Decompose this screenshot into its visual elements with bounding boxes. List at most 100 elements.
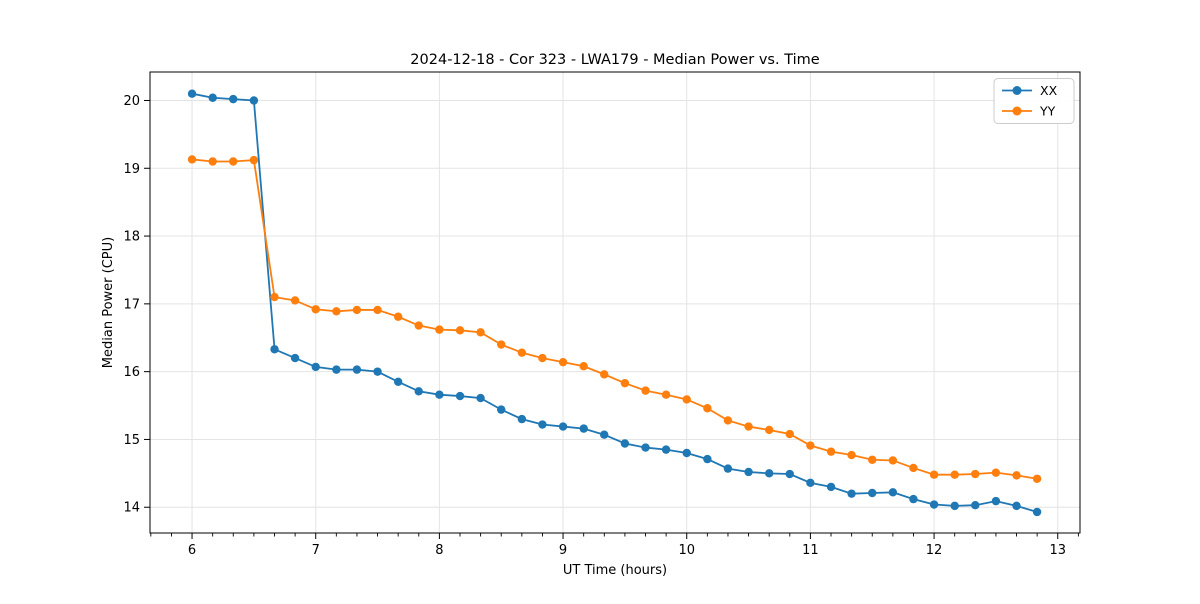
data-point-yy bbox=[332, 307, 341, 316]
data-point-yy bbox=[476, 328, 485, 337]
data-point-xx bbox=[765, 469, 774, 478]
data-point-yy bbox=[538, 353, 547, 363]
data-point-yy bbox=[414, 321, 423, 330]
data-point-xx bbox=[826, 482, 836, 492]
data-point-yy bbox=[558, 357, 568, 367]
data-point-yy bbox=[826, 447, 836, 456]
x-tick-label: 6 bbox=[188, 543, 196, 558]
data-point-yy bbox=[311, 305, 320, 314]
data-point-xx bbox=[991, 496, 1001, 506]
x-axis-label: UT Time (hours) bbox=[563, 563, 667, 578]
data-point-xx bbox=[229, 94, 238, 104]
data-point-yy bbox=[723, 416, 733, 425]
data-point-yy bbox=[744, 422, 753, 431]
data-point-yy bbox=[229, 157, 238, 166]
data-point-xx bbox=[579, 424, 588, 433]
data-point-yy bbox=[1012, 471, 1021, 480]
data-point-xx bbox=[620, 439, 630, 448]
plot-frame bbox=[149, 71, 1081, 534]
data-point-yy bbox=[1032, 474, 1042, 483]
data-point-xx bbox=[1012, 501, 1021, 511]
data-point-xx bbox=[435, 390, 444, 399]
data-point-yy bbox=[950, 470, 959, 479]
data-point-xx bbox=[394, 377, 403, 387]
data-point-yy bbox=[373, 305, 382, 315]
data-point-yy bbox=[435, 325, 444, 334]
y-tick-label: 14 bbox=[123, 501, 140, 516]
y-tick-label: 20 bbox=[123, 94, 140, 109]
data-point-xx bbox=[187, 89, 197, 98]
data-point-xx bbox=[641, 443, 650, 452]
data-point-xx bbox=[661, 445, 671, 454]
data-point-xx bbox=[538, 420, 547, 429]
data-point-xx bbox=[352, 365, 362, 374]
data-point-yy bbox=[785, 429, 794, 439]
data-point-xx bbox=[806, 478, 815, 488]
data-point-xx bbox=[558, 422, 568, 431]
y-axis-label: Median Power (CPU) bbox=[101, 237, 116, 368]
data-point-xx bbox=[888, 488, 898, 497]
data-point-yy bbox=[517, 348, 527, 357]
data-point-yy bbox=[682, 395, 691, 404]
data-point-yy bbox=[620, 378, 630, 388]
data-point-xx bbox=[249, 96, 259, 105]
data-point-yy bbox=[249, 155, 259, 165]
y-tick-label: 15 bbox=[123, 433, 140, 448]
data-point-xx bbox=[785, 469, 794, 479]
data-point-yy bbox=[600, 370, 609, 379]
data-point-xx bbox=[414, 387, 423, 396]
data-point-yy bbox=[909, 463, 918, 473]
data-point-yy bbox=[187, 155, 197, 164]
data-point-yy bbox=[455, 326, 465, 335]
x-tick-label: 12 bbox=[926, 543, 943, 558]
data-point-yy bbox=[703, 404, 712, 413]
data-point-yy bbox=[888, 456, 898, 465]
data-point-yy bbox=[270, 292, 279, 302]
data-point-xx bbox=[929, 500, 939, 509]
data-point-yy bbox=[971, 469, 980, 479]
legend-marker-yy bbox=[1012, 106, 1022, 116]
data-point-xx bbox=[868, 488, 877, 498]
data-point-xx bbox=[270, 345, 279, 354]
data-point-xx bbox=[332, 365, 341, 374]
data-point-yy bbox=[806, 441, 815, 450]
data-point-xx bbox=[744, 467, 753, 477]
data-point-yy bbox=[868, 455, 877, 464]
y-tick-label: 17 bbox=[123, 297, 140, 312]
legend-frame bbox=[993, 78, 1075, 124]
data-point-xx bbox=[311, 362, 320, 372]
data-point-xx bbox=[208, 93, 217, 102]
x-tick-label: 13 bbox=[1049, 543, 1066, 558]
x-tick-label: 7 bbox=[312, 543, 320, 558]
data-point-xx bbox=[1032, 507, 1042, 517]
data-point-xx bbox=[373, 367, 382, 376]
data-point-xx bbox=[723, 464, 733, 473]
data-point-xx bbox=[497, 405, 506, 414]
legend-label-xx: XX bbox=[1040, 83, 1058, 98]
x-tick-label: 9 bbox=[559, 543, 567, 558]
plot-area: 6 7 8 9 10 11 12 13 14 15 16 17 18 19 20 XX YY bbox=[123, 71, 1081, 558]
data-point-yy bbox=[579, 362, 588, 371]
data-point-xx bbox=[600, 430, 609, 439]
data-point-xx bbox=[455, 391, 465, 401]
data-point-xx bbox=[950, 501, 959, 511]
data-point-xx bbox=[847, 489, 856, 498]
data-point-xx bbox=[971, 501, 980, 510]
x-tick-label: 11 bbox=[802, 543, 819, 558]
legend-marker-xx bbox=[1012, 86, 1022, 95]
y-tick-label: 18 bbox=[123, 230, 140, 245]
data-point-yy bbox=[352, 305, 362, 315]
legend-label-yy: YY bbox=[1039, 104, 1056, 119]
data-point-yy bbox=[991, 468, 1001, 477]
data-point-yy bbox=[929, 470, 939, 479]
data-point-yy bbox=[497, 340, 506, 349]
series-line-yy bbox=[191, 158, 1038, 480]
data-point-xx bbox=[703, 454, 712, 464]
data-point-yy bbox=[765, 425, 774, 435]
data-point-xx bbox=[476, 393, 485, 403]
x-tick-label: 8 bbox=[435, 543, 443, 558]
data-point-yy bbox=[208, 157, 217, 166]
data-point-xx bbox=[682, 448, 691, 458]
